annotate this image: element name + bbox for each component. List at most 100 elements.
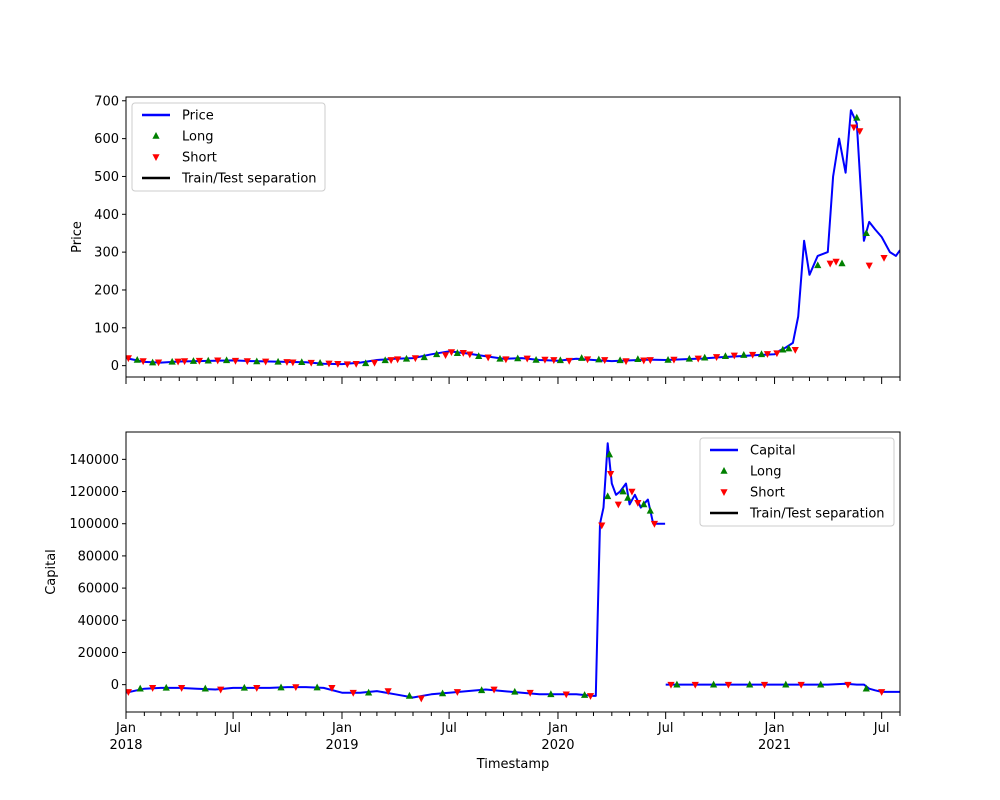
chart1-short-marker — [387, 357, 395, 364]
x-tick-label: Jan — [547, 721, 568, 736]
chart2-ytick-label: 20000 — [78, 646, 119, 661]
chart2-short-marker — [691, 681, 699, 689]
chart2-ytick-label: 80000 — [78, 549, 119, 564]
chart1-short-marker — [214, 357, 222, 365]
chart1-short-marker — [763, 351, 772, 358]
chart1-long-marker — [514, 354, 522, 362]
chart2-legend-label: Short — [750, 486, 785, 501]
chart1-short-marker — [646, 357, 654, 364]
chart2-ytick-label: 60000 — [78, 582, 119, 597]
chart1-long-marker — [532, 355, 540, 363]
chart1-long-marker — [475, 352, 483, 359]
chart1-short-marker — [411, 355, 419, 363]
chart1-long-marker — [757, 350, 766, 358]
x-tick-label: Jul — [440, 721, 457, 736]
chart1-legend-label: Long — [182, 130, 213, 145]
chart2-short-marker — [844, 681, 852, 689]
chart1-long-marker — [721, 352, 730, 359]
chart1-short-marker — [773, 350, 781, 358]
chart1-long-marker — [362, 359, 370, 367]
chart1-legend-label: Price — [182, 109, 214, 124]
chart1-ytick-label: 0 — [111, 359, 119, 374]
chart1-plot-area — [126, 109, 900, 369]
chart1-short-marker — [231, 357, 240, 365]
x-tick-label: Jan — [764, 721, 785, 736]
chart1-long-marker — [381, 356, 389, 364]
chart1-short-marker — [195, 357, 203, 365]
chart1-long-marker — [814, 261, 822, 269]
chart2-legend-short-swatch — [720, 489, 728, 496]
chart2-ytick-label: 100000 — [69, 517, 119, 532]
chart2-legend-box — [699, 437, 895, 527]
chart1-short-marker — [880, 255, 888, 262]
chart2-long-marker — [604, 492, 612, 500]
chart1-short-marker — [791, 346, 799, 354]
chart1-short-marker — [850, 124, 858, 132]
chart2-short-marker — [217, 686, 225, 694]
chart2-long-marker — [478, 686, 486, 694]
chart1-short-marker — [325, 360, 333, 368]
chart1-short-marker — [334, 360, 342, 368]
chart1-short-marker — [459, 349, 467, 357]
chart2-long-marker — [619, 487, 627, 495]
chart2-ytick-label: 40000 — [78, 614, 119, 629]
chart2-long-marker — [782, 680, 790, 688]
chart1-legend: Price Long Short Train/Test separation — [131, 102, 326, 192]
chart2-long-marker — [547, 690, 555, 698]
chart1-long-marker — [168, 357, 176, 365]
chart1-legend-label: Train/Test separation — [181, 172, 317, 187]
chart1-short-marker — [262, 358, 270, 366]
chart2-legend-long-swatch — [720, 467, 728, 474]
chart1-ytick-label: 600 — [94, 132, 119, 147]
chart1-long-marker — [556, 356, 564, 364]
chart2-short-marker — [178, 685, 186, 692]
chart2-series-line — [126, 442, 666, 699]
x-tick-label: Jan — [115, 721, 136, 736]
chart1-short-marker — [154, 359, 163, 367]
chart1-long-marker — [838, 259, 846, 267]
chart2-short-marker — [453, 689, 461, 696]
chart2-short-marker — [417, 695, 425, 703]
chart2-short-marker — [607, 471, 615, 478]
chart1-short-marker — [343, 361, 351, 369]
chart2-long-marker — [746, 680, 754, 688]
chart1-short-marker — [565, 357, 573, 365]
chart1-short-marker — [174, 358, 182, 366]
chart1-short-marker — [622, 358, 630, 366]
chart2-ytick-label: 140000 — [69, 453, 119, 468]
chart1-short-marker — [283, 359, 291, 366]
chart1-legend-long-swatch — [152, 132, 160, 139]
chart1-short-marker — [352, 360, 360, 368]
x-tick-label: Jul — [224, 721, 241, 736]
chart1-short-marker — [832, 258, 840, 266]
chart2-ytick-label: 120000 — [69, 485, 119, 500]
chart2-short-marker — [667, 681, 675, 689]
chart2-short-marker — [878, 689, 886, 696]
chart1-axes-frame — [125, 96, 901, 378]
chart2-long-marker — [162, 683, 170, 691]
chart2-short-marker — [598, 522, 606, 530]
x-tick-year: 2018 — [109, 738, 142, 753]
chart1-ytick-label: 300 — [94, 246, 119, 261]
chart2-long-marker — [581, 691, 589, 698]
chart1-long-marker — [133, 355, 141, 363]
chart2-short-marker — [526, 689, 534, 697]
chart1-short-marker — [447, 349, 456, 357]
chart1-short-marker — [541, 356, 549, 364]
chart1-long-marker — [298, 358, 306, 366]
chart1-short-marker — [289, 359, 297, 367]
chart2-long-marker — [277, 683, 285, 691]
chart1-long-marker — [149, 358, 157, 366]
chart1-short-marker — [550, 357, 558, 364]
chart2-long-marker — [136, 684, 144, 692]
chart1-short-marker — [126, 355, 132, 363]
chart2-legend: Capital Long Short Train/Test separation — [699, 437, 895, 527]
chart1-long-marker — [853, 113, 861, 121]
chart2-short-marker — [628, 488, 636, 496]
chart1-short-marker — [583, 356, 592, 364]
chart2-long-marker — [710, 680, 718, 688]
chart1-y-axis-label: Price — [70, 221, 85, 253]
chart2-long-marker — [405, 691, 414, 699]
chart1-long-marker — [616, 356, 624, 364]
chart2-legend-label: Capital — [750, 444, 796, 459]
